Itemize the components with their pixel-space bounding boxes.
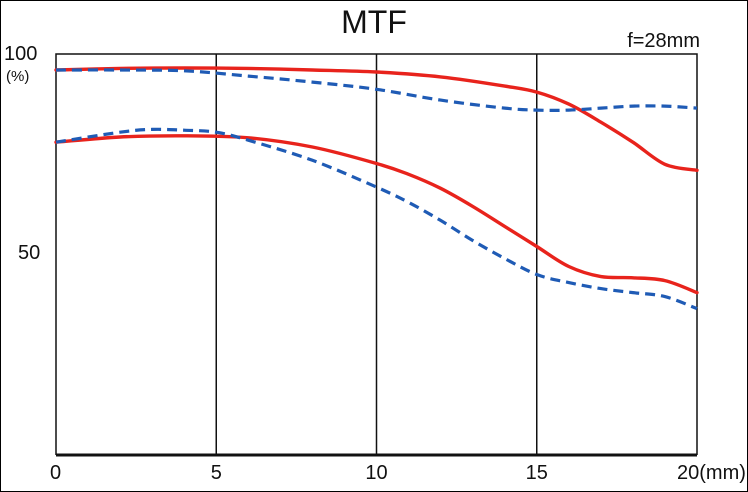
x-tick-label-10: 10 [365, 462, 388, 484]
y-tick-label-100: 100 [4, 43, 38, 65]
x-tick-label-5: 5 [210, 462, 222, 484]
y-axis-unit-label: (%) [6, 68, 30, 85]
chart-title: MTF [341, 4, 407, 40]
x-tick-label-20: 20(mm) [677, 462, 746, 484]
series-line-4-dashed [55, 127, 698, 311]
series-line-3-solid [54, 134, 699, 295]
x-tick-label-15: 15 [525, 462, 548, 484]
y-tick-label-50: 50 [18, 242, 41, 264]
series-line-1-solid [54, 66, 699, 172]
x-tick-label-0: 0 [50, 462, 62, 484]
series-line-2-dashed [55, 68, 698, 112]
focal-length-annotation: f=28mm [627, 30, 700, 52]
